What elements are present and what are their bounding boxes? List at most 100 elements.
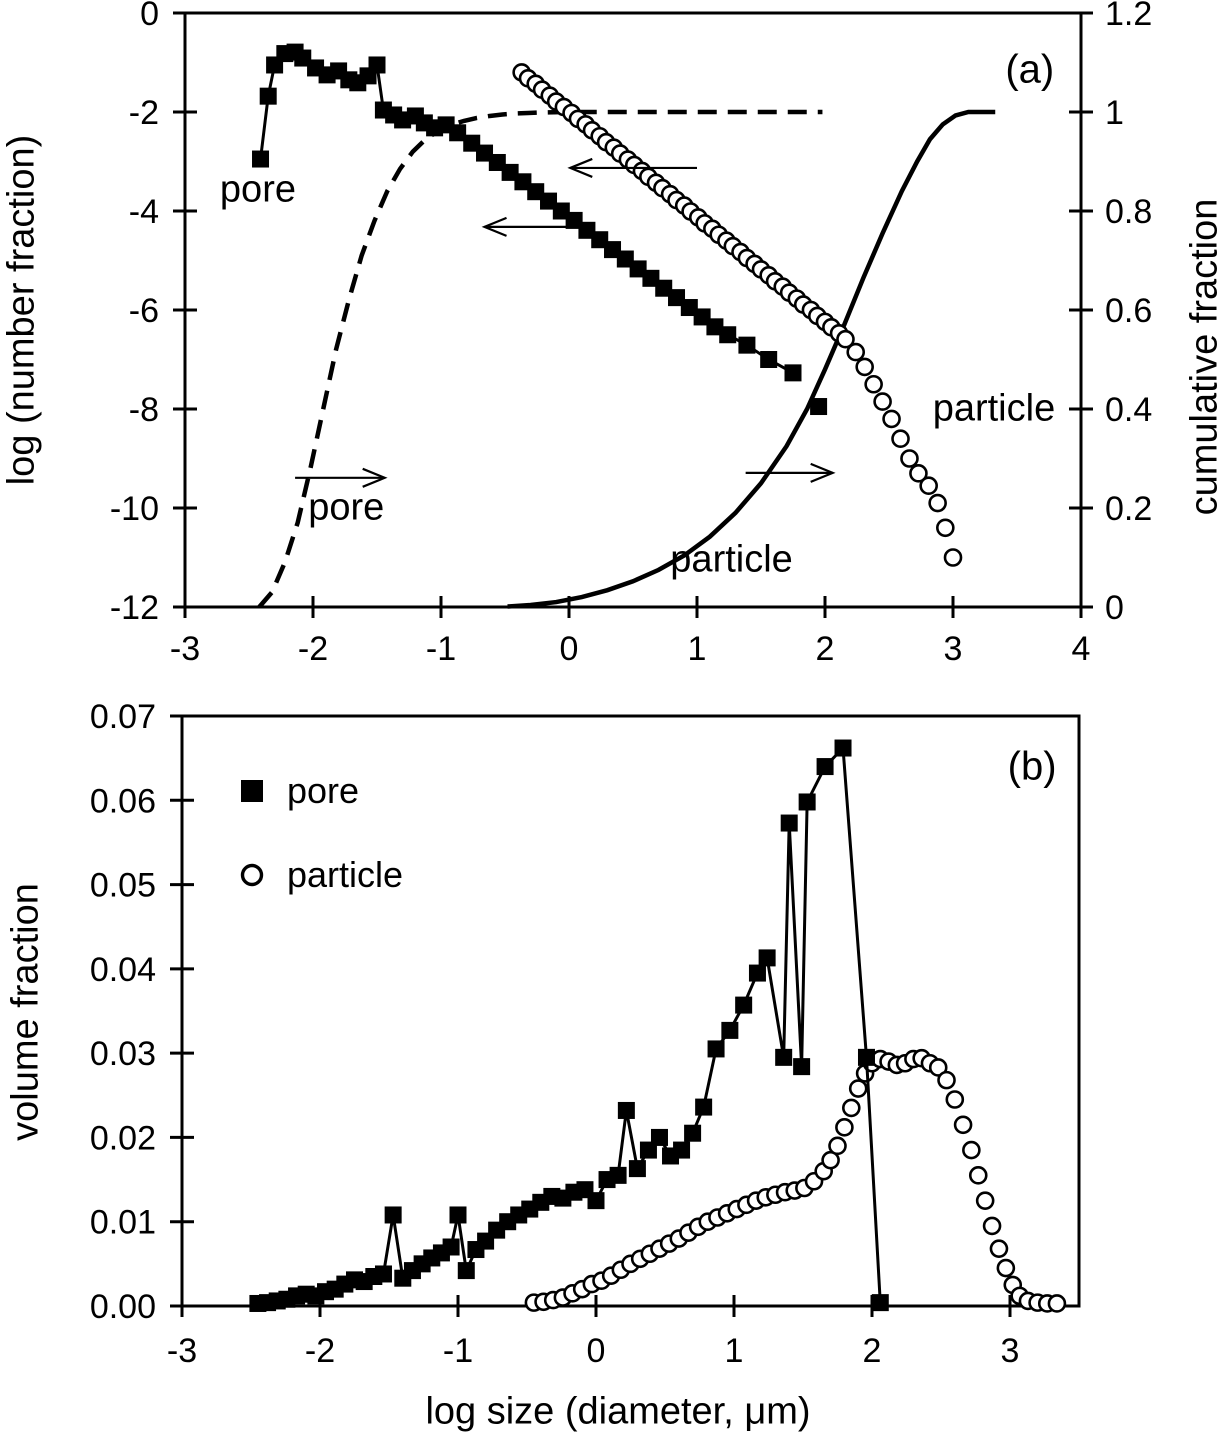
square-marker	[565, 211, 583, 229]
x-axis-title: log size (diameter, μm)	[425, 1390, 811, 1433]
tick-label: 3	[944, 630, 963, 668]
panel-b-particle-volume-fraction-series	[524, 1048, 1067, 1313]
square-marker	[719, 326, 737, 344]
tick-label: 0.02	[90, 1119, 156, 1157]
circle-marker	[919, 476, 938, 496]
tick-label: -12	[110, 589, 159, 627]
curve-label-pore: pore	[308, 486, 385, 529]
tick-label: 0.2	[1105, 490, 1152, 528]
tick-label: 1	[688, 630, 707, 668]
circle-marker	[909, 464, 928, 483]
square-marker	[617, 1101, 635, 1119]
tick-label: -4	[129, 193, 159, 231]
tick-label: -10	[110, 490, 159, 528]
square-marker	[693, 308, 711, 326]
tick-label: 0	[587, 1332, 606, 1370]
tick-label: -2	[305, 1332, 335, 1370]
tick-label: -6	[129, 292, 159, 330]
circle-marker	[975, 1191, 995, 1210]
tick-label: 1.2	[1105, 0, 1152, 33]
circle-marker	[989, 1239, 1009, 1258]
square-marker	[609, 1166, 627, 1184]
legend-label: pore	[287, 770, 359, 811]
circle-marker	[891, 429, 910, 449]
square-marker	[784, 364, 802, 382]
square-marker	[457, 1262, 475, 1280]
square-marker	[252, 150, 270, 168]
panel-b-axes: -3 -2 -1 0 1 2 3 0.07 0.06 0.05 0.04 0.03 0.02 0.01 0.…	[90, 698, 1081, 1370]
circle-marker	[982, 1216, 1002, 1236]
circle-marker	[882, 409, 901, 429]
square-marker	[738, 336, 756, 354]
square-marker	[552, 202, 570, 220]
square-marker	[384, 1206, 402, 1224]
tick-label: 2	[816, 630, 835, 668]
square-marker	[673, 1141, 691, 1159]
square-marker	[591, 231, 609, 249]
tick-label: 0.8	[1105, 193, 1152, 231]
tick-label: -1	[426, 630, 456, 668]
circle-marker	[864, 374, 883, 394]
tick-label: 0	[1105, 589, 1124, 627]
tick-label: 0.07	[90, 698, 156, 736]
legend-circle-marker	[240, 863, 264, 887]
legend-square-marker	[241, 780, 263, 802]
tick-label: 1	[1105, 94, 1124, 132]
circle-marker	[873, 392, 892, 411]
square-marker	[816, 758, 834, 776]
circle-marker	[900, 449, 919, 468]
square-marker	[721, 1021, 739, 1039]
square-marker	[834, 739, 852, 757]
square-marker	[695, 1098, 713, 1116]
panel-a-left-axis-title: log (number fraction)	[0, 134, 43, 486]
square-marker	[488, 153, 506, 171]
square-marker	[616, 250, 634, 268]
square-marker	[798, 793, 816, 811]
square-marker	[775, 1048, 793, 1066]
panel-a-particle-number-fraction-series	[512, 63, 963, 567]
tick-label: 0	[140, 0, 159, 33]
circle-marker	[855, 357, 874, 377]
panel-b-pore-volume-fraction-series	[249, 739, 889, 1312]
circle-marker	[928, 1058, 948, 1077]
tick-label: 0.00	[90, 1288, 156, 1326]
tick-label: 0	[560, 630, 579, 668]
panel-label: (a)	[1005, 47, 1055, 92]
tick-label: 0.06	[90, 782, 156, 820]
square-marker	[527, 183, 545, 201]
panel-label: (b)	[1007, 744, 1057, 789]
circle-marker	[937, 1070, 956, 1090]
square-marker	[442, 1238, 460, 1256]
square-marker	[368, 56, 386, 74]
curve-label-pore: pore	[219, 168, 296, 211]
square-marker	[857, 1048, 875, 1066]
circle-marker	[928, 493, 947, 513]
square-marker	[294, 49, 312, 67]
circle-marker	[962, 1140, 981, 1160]
tick-label: -1	[443, 1332, 473, 1370]
panel-a-axes: -3 -2 -1 0 1 2 3 40-2-4-6-8-10-121.210.80.60.40…	[110, 0, 1152, 668]
square-marker	[514, 173, 532, 191]
square-marker	[810, 398, 828, 416]
circle-marker	[848, 1079, 868, 1098]
square-marker	[760, 351, 778, 368]
square-marker	[684, 1124, 702, 1142]
panel-a-pore-number-fraction-series	[252, 43, 828, 416]
tick-label: 0.03	[90, 1035, 156, 1073]
circle-marker	[846, 342, 866, 362]
tick-label: 0.04	[90, 951, 156, 989]
circle-marker	[996, 1258, 1016, 1278]
square-marker	[540, 192, 558, 210]
square-marker	[463, 134, 481, 152]
circle-marker	[945, 1090, 965, 1109]
square-marker	[655, 279, 673, 297]
square-marker	[628, 1160, 646, 1178]
square-marker	[706, 318, 724, 336]
square-marker	[449, 1206, 467, 1224]
panel-b-left-axis-title: volume fraction	[4, 883, 47, 1141]
tick-label: 0.6	[1105, 292, 1152, 330]
square-marker	[629, 260, 647, 278]
tick-label: -2	[129, 94, 159, 132]
square-marker	[871, 1294, 889, 1312]
